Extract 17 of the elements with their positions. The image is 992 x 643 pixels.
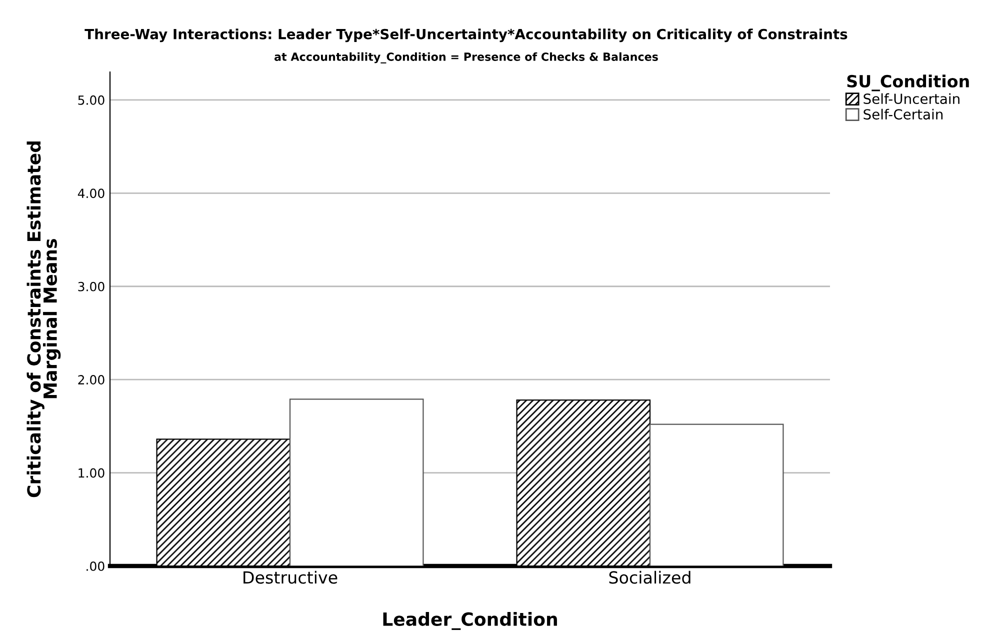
x-axis-title: Leader_Condition: [383, 612, 557, 630]
y-tick-label: 2.00: [78, 375, 104, 385]
bar: [649, 424, 784, 566]
legend-label: Self-Certain: [864, 108, 943, 120]
y-tick-label: 1.00: [78, 468, 104, 478]
x-tick-label: Destructive: [244, 570, 338, 584]
y-tick-label: 5.00: [78, 95, 104, 105]
legend-title: SU_Condition: [847, 74, 969, 92]
legend-label: Self-Uncertain: [864, 93, 960, 104]
y-tick-label: 3.00: [78, 282, 104, 292]
chart-subtitle: at Accountability_Condition = Presence of Checks & Balances: [274, 52, 658, 64]
x-tick-label: Socialized: [609, 570, 690, 584]
y-axis-title: Criticality of Constraints Estimated Marginal Means: [26, 141, 61, 498]
y-tick-label: 4.00: [78, 188, 104, 198]
chart-title: Three-Way Interactions: Leader Type*Self-Uncertainty*Accountability on Criticality of Constraints: [84, 28, 848, 42]
y-tick-label: .00: [86, 561, 104, 571]
bar: [289, 398, 424, 566]
